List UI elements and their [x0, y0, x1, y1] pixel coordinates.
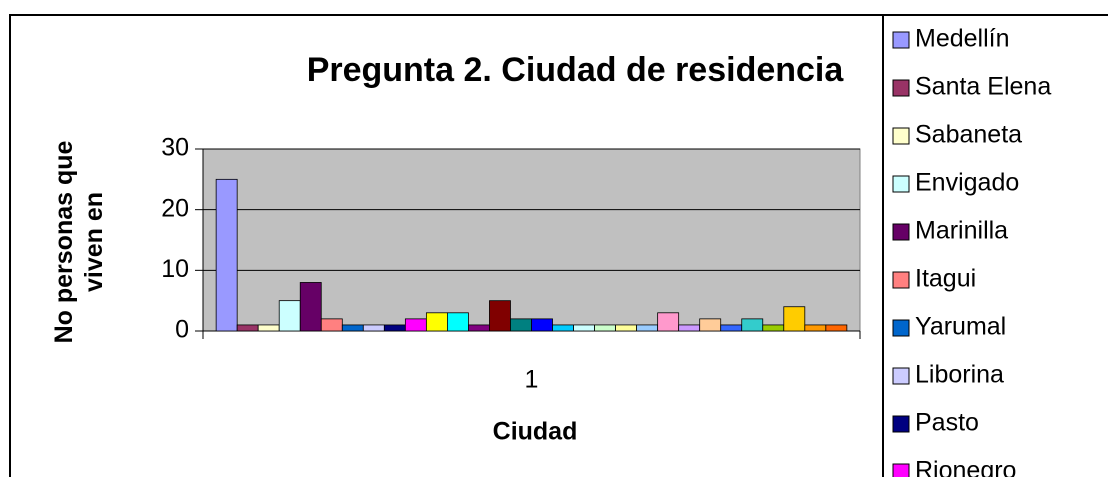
- bar: [257, 324, 280, 332]
- legend-swatch: [892, 79, 910, 97]
- bar: [278, 300, 301, 332]
- bar: [468, 324, 490, 332]
- y-tick-label: 20: [161, 194, 189, 222]
- legend-label: Liborina: [915, 361, 1004, 389]
- legend-label: Yarumal: [915, 313, 1006, 341]
- legend-label: Pasto: [915, 409, 979, 437]
- bar: [299, 282, 322, 332]
- legend-label: Santa Elena: [915, 73, 1051, 101]
- legend-swatch: [892, 175, 910, 193]
- legend-swatch: [892, 127, 910, 145]
- legend-swatch: [892, 319, 910, 337]
- legend-label: Sabaneta: [915, 121, 1022, 149]
- legend: [882, 14, 1108, 477]
- bar: [341, 324, 364, 332]
- bar: [657, 312, 680, 332]
- legend-label: Rionegro: [915, 457, 1016, 477]
- legend-swatch: [892, 463, 910, 477]
- bar: [320, 318, 343, 332]
- bar: [362, 324, 385, 332]
- legend-swatch: [892, 31, 910, 49]
- legend-swatch: [892, 271, 910, 289]
- bar: [531, 318, 553, 332]
- chart-title: Pregunta 2. Ciudad de residencia: [307, 51, 845, 89]
- bar: [783, 306, 806, 332]
- bar: [236, 324, 259, 332]
- bar: [215, 178, 238, 332]
- bar: [510, 318, 532, 332]
- bar: [552, 324, 574, 332]
- y-tick-label: 0: [175, 316, 189, 344]
- bar: [425, 312, 448, 332]
- y-axis-label: No personas queviven en: [50, 140, 108, 343]
- bar: [489, 300, 511, 332]
- bar: [804, 324, 827, 332]
- bar: [825, 324, 848, 332]
- bar: [636, 324, 659, 332]
- bar: [741, 318, 764, 332]
- legend-label: Marinilla: [915, 217, 1008, 245]
- bar: [404, 318, 427, 332]
- x-axis-label: Ciudad: [493, 418, 578, 446]
- bar: [762, 324, 785, 332]
- bar: [615, 324, 638, 332]
- legend-label: Envigado: [915, 169, 1019, 197]
- bar: [573, 324, 595, 332]
- legend-swatch: [892, 367, 910, 385]
- bar: [594, 324, 616, 332]
- bar: [699, 318, 722, 332]
- y-tick-label: 30: [161, 134, 189, 162]
- legend-label: Itagui: [915, 265, 976, 293]
- bar: [383, 324, 406, 332]
- legend-swatch: [892, 223, 910, 241]
- bar: [720, 324, 743, 332]
- legend-swatch: [892, 415, 910, 433]
- bar: [678, 324, 701, 332]
- bar: [447, 312, 469, 332]
- legend-label: Medellín: [915, 25, 1010, 53]
- y-tick-label: 10: [161, 255, 189, 283]
- x-tick-label: 1: [525, 366, 539, 394]
